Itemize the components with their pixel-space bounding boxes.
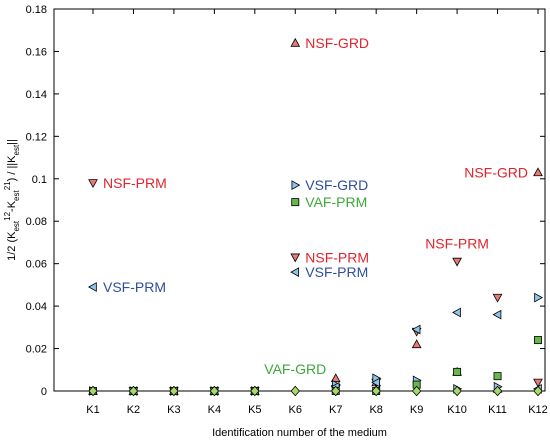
data-point-vsf-prm-k8 — [371, 377, 380, 388]
data-point-vsf-grd-k12 — [534, 292, 544, 303]
x-tick-label: K6 — [289, 404, 302, 416]
x-tick-label: K10 — [447, 404, 467, 416]
y-tick-label: 0.08 — [26, 216, 47, 228]
chart-marks — [87, 37, 544, 397]
data-point-nsf-grd-k12 — [533, 167, 543, 177]
data-point-nsf-prm-k1 — [88, 179, 98, 189]
annotation-vaf-prm: VAF-PRM — [305, 194, 367, 210]
annotation-vsf-prm: VSF-PRM — [305, 264, 368, 280]
annotation-nsf-grd: NSF-GRD — [464, 164, 528, 180]
y-tick-label: 0 — [41, 386, 47, 398]
annotation-nsf-prm: NSF-PRM — [425, 236, 489, 252]
chart-axes — [53, 8, 546, 392]
x-tick-label: K2 — [127, 404, 140, 416]
y-tick-label: 0.04 — [26, 301, 47, 313]
x-tick-label: K11 — [488, 404, 507, 416]
data-point-vaf-grd-k3 — [169, 385, 179, 397]
chart-ticks: 0 0.02 0.04 0.06 0.08 0.1 0.12 0.14 0.16 0.18 K1 K2… — [26, 4, 548, 416]
data-point-vsf-prm-k10 — [452, 307, 461, 318]
data-point-vaf-prm-k10 — [453, 367, 462, 376]
data-point-vaf-grd-k12 — [533, 385, 543, 397]
data-point-vaf-grd-k9 — [411, 385, 422, 397]
data-point-vaf-prm-k6 — [291, 198, 300, 207]
y-axis-label: 1/2 (Kest12-Kest21) / ||Kest|| — [3, 139, 21, 261]
data-point-vaf-prm-k11 — [493, 372, 502, 381]
data-point-vsf-prm-k1 — [87, 282, 97, 292]
data-point-nsf-prm-k11 — [492, 293, 503, 303]
x-tick-label: K7 — [329, 404, 342, 416]
y-tick-label: 0.06 — [26, 259, 47, 271]
x-tick-label: K9 — [410, 404, 423, 416]
y-tick-label: 0.16 — [26, 46, 47, 58]
data-point-vsf-prm-k9 — [411, 324, 421, 335]
x-tick-label: K4 — [208, 404, 221, 416]
data-point-nsf-grd-k6 — [290, 37, 301, 47]
data-point-vaf-grd-k6 — [290, 385, 301, 397]
y-tick-label: 0.14 — [26, 89, 47, 101]
data-point-vaf-grd-k4 — [209, 385, 220, 397]
y-tick-label: 0.18 — [26, 4, 47, 16]
x-tick-label: K5 — [248, 404, 261, 416]
data-point-nsf-prm-k10 — [452, 257, 462, 267]
data-point-vsf-prm-k11 — [492, 309, 502, 320]
data-point-vsf-grd-k6 — [291, 180, 301, 191]
annotation-nsf-grd: NSF-GRD — [305, 35, 369, 51]
data-point-vaf-grd-k8 — [371, 385, 381, 397]
y-tick-label: 0.02 — [26, 344, 47, 356]
annotation-vsf-prm: VSF-PRM — [103, 279, 166, 295]
data-point-vaf-grd-k7 — [330, 385, 341, 397]
data-point-nsf-grd-k7 — [330, 373, 341, 383]
chart-annotations: NSF-GRDNSF-PRMVSF-PRMVSF-GRDVAF-PRMNSF-P… — [103, 35, 528, 377]
x-tick-label: K3 — [167, 404, 180, 416]
data-point-nsf-prm-k6 — [290, 253, 301, 263]
x-axis-label: Identification number of the medium — [212, 427, 387, 439]
data-point-vaf-grd-k5 — [250, 385, 260, 397]
annotation-vaf-grd: VAF-GRD — [264, 361, 326, 377]
annotation-vsf-grd: VSF-GRD — [305, 177, 368, 193]
y-tick-label: 0.1 — [32, 174, 47, 186]
data-point-vaf-prm-k12 — [534, 336, 542, 345]
annotation-nsf-prm: NSF-PRM — [103, 175, 167, 191]
y-tick-label: 0.12 — [26, 131, 47, 143]
data-point-vsf-prm-k6 — [290, 267, 300, 278]
x-tick-label: K8 — [369, 404, 382, 416]
data-point-vaf-grd-k11 — [492, 385, 503, 397]
plot-frame — [53, 8, 546, 392]
data-point-vaf-grd-k10 — [452, 385, 462, 397]
x-tick-label: K12 — [528, 404, 548, 416]
x-tick-label: K1 — [86, 404, 99, 416]
annotation-nsf-prm: NSF-PRM — [305, 249, 369, 265]
data-point-nsf-prm-k12 — [533, 378, 543, 388]
data-point-nsf-grd-k9 — [411, 339, 422, 349]
data-point-vaf-grd-k1 — [88, 385, 98, 397]
data-point-vaf-grd-k2 — [128, 385, 139, 397]
